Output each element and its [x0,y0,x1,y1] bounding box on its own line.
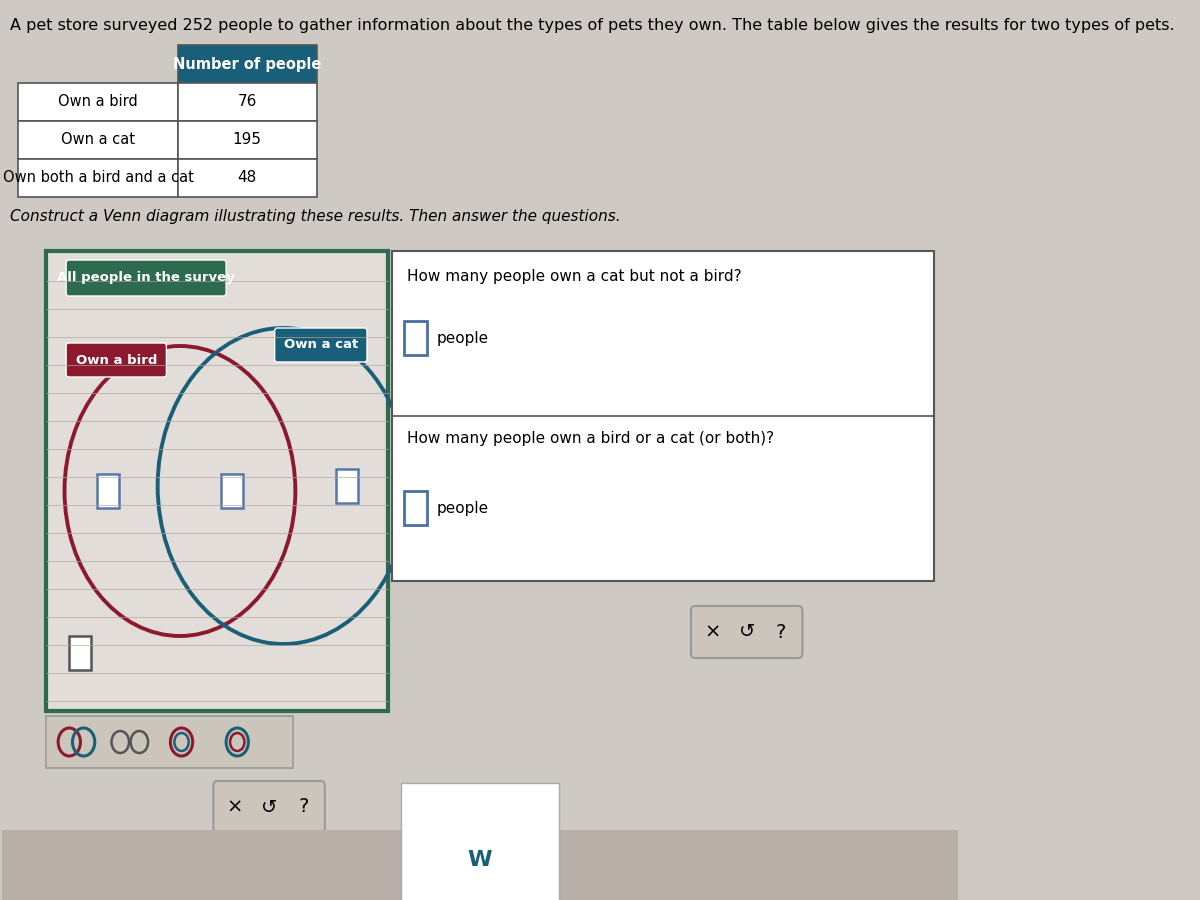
FancyBboxPatch shape [691,606,803,658]
Bar [404,321,427,355]
Text: 76: 76 [238,94,257,110]
Bar [18,83,178,121]
Bar [18,121,178,159]
Bar [18,159,178,197]
Bar [178,159,317,197]
Bar [336,469,359,503]
Bar [178,45,317,83]
Bar [47,251,389,711]
Bar [97,474,120,508]
Text: 48: 48 [238,170,257,185]
Text: Own both a bird and a cat: Own both a bird and a cat [2,170,193,185]
Text: ↺: ↺ [260,797,277,816]
Text: Own a cat: Own a cat [61,132,134,148]
Bar [221,474,242,508]
Text: W: W [468,850,492,870]
Text: ×: × [227,797,244,816]
Bar [68,636,91,670]
Bar [404,491,427,525]
Bar [178,83,317,121]
FancyBboxPatch shape [214,781,325,833]
Text: A pet store surveyed 252 people to gather information about the types of pets th: A pet store surveyed 252 people to gathe… [11,18,1175,33]
Text: How many people own a bird or a cat (or both)?: How many people own a bird or a cat (or … [407,431,774,446]
Bar [392,251,934,581]
FancyBboxPatch shape [66,343,167,377]
Text: Own a bird: Own a bird [76,354,157,366]
Bar [178,121,317,159]
Text: people: people [437,500,488,516]
Text: ?: ? [298,797,308,816]
FancyBboxPatch shape [275,328,367,362]
FancyBboxPatch shape [66,260,226,296]
Bar [2,830,958,900]
Text: Own a cat: Own a cat [283,338,358,352]
FancyBboxPatch shape [47,716,293,768]
Text: How many people own a cat but not a bird?: How many people own a cat but not a bird… [407,269,742,284]
Text: ×: × [704,623,721,642]
Text: 195: 195 [233,132,262,148]
Text: Own a bird: Own a bird [58,94,138,110]
Text: All people in the survey: All people in the survey [58,272,235,284]
Text: Number of people: Number of people [173,57,322,71]
Text: ↺: ↺ [738,623,755,642]
Text: Construct a Venn diagram illustrating these results. Then answer the questions.: Construct a Venn diagram illustrating th… [11,209,622,224]
Text: people: people [437,330,488,346]
Text: ?: ? [775,623,786,642]
